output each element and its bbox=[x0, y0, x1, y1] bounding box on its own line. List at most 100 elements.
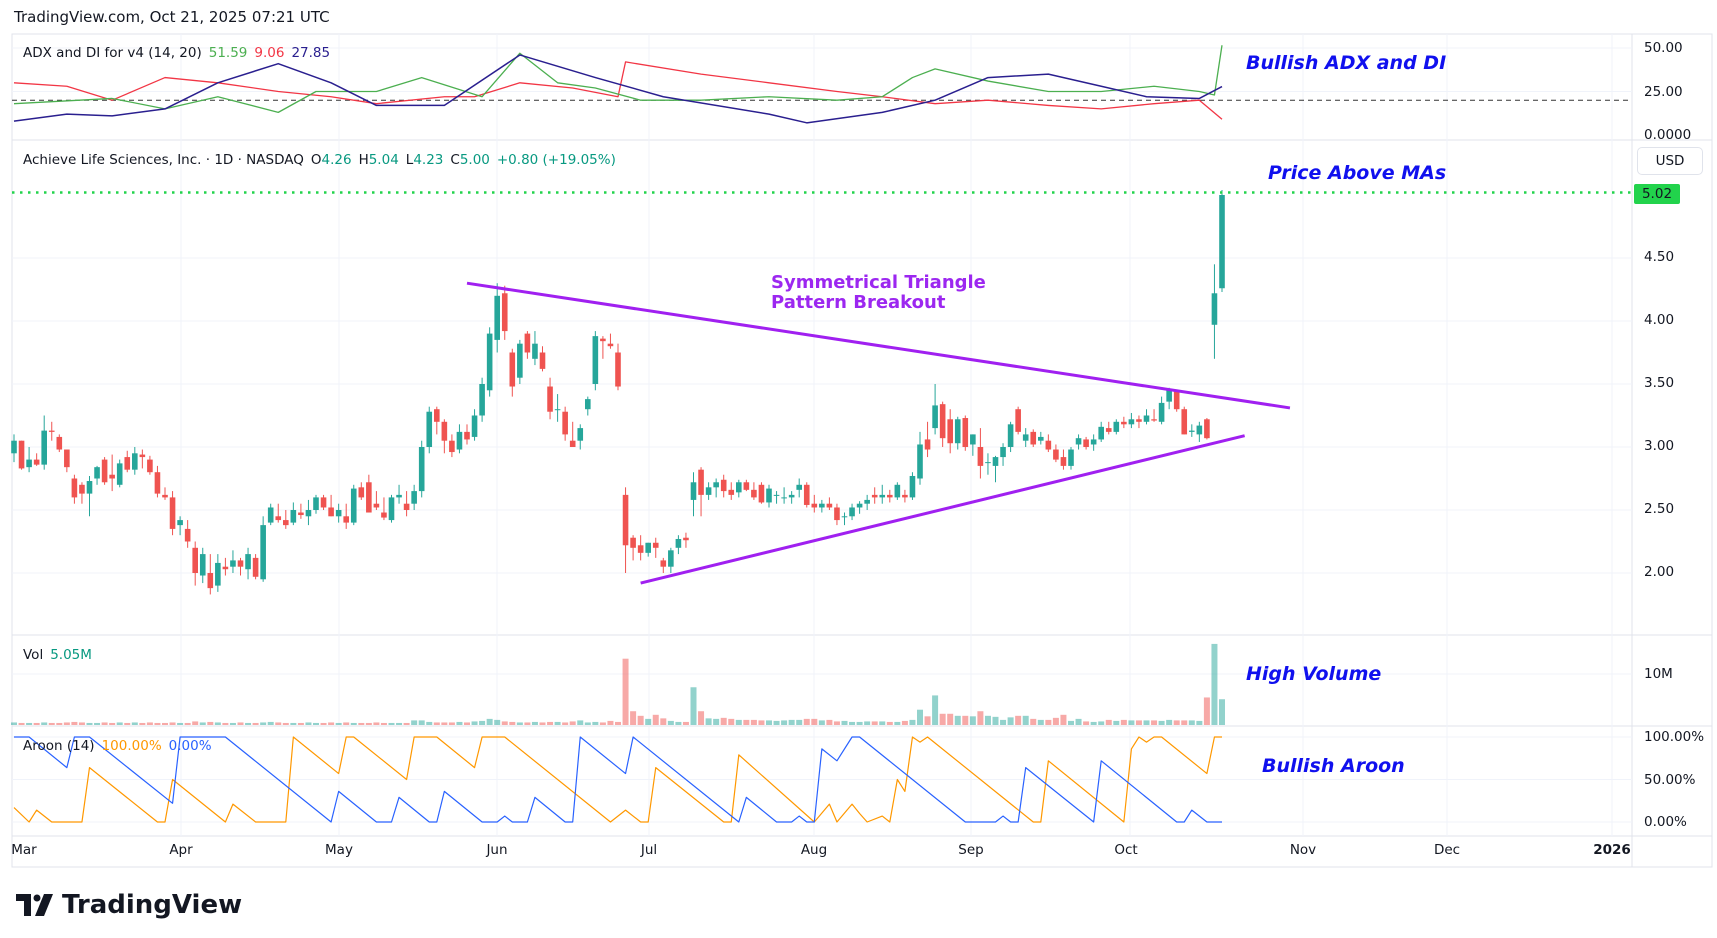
close-value: 5.00 bbox=[459, 152, 490, 168]
volume-bar bbox=[380, 722, 387, 725]
volume-bar bbox=[932, 695, 939, 725]
candle-body bbox=[1015, 409, 1021, 432]
aroon-pane-plot bbox=[13, 736, 1222, 823]
volume-bar bbox=[335, 722, 342, 725]
volume-bar bbox=[297, 722, 304, 725]
candle-body bbox=[464, 431, 470, 440]
volume-bar bbox=[1120, 719, 1127, 725]
candle-body bbox=[192, 547, 198, 573]
candle-body bbox=[403, 503, 410, 510]
aroon-axis-label: 50.00% bbox=[1644, 772, 1696, 788]
price-legend[interactable]: Achieve Life Sciences, Inc. · 1D · NASDA… bbox=[23, 152, 616, 168]
volume-bar bbox=[1173, 720, 1180, 725]
time-label: Nov bbox=[1289, 842, 1317, 858]
candle-body bbox=[245, 554, 251, 570]
time-label: Oct bbox=[1114, 842, 1138, 858]
candle-body bbox=[48, 430, 55, 432]
volume-bar bbox=[282, 722, 289, 725]
candle-body bbox=[109, 474, 115, 479]
candle-body bbox=[1181, 409, 1188, 435]
candle-body bbox=[781, 497, 787, 499]
candle-body bbox=[486, 333, 493, 391]
adx-legend[interactable]: ADX and DI for v4 (14, 20) 51.59 9.06 27… bbox=[23, 45, 330, 61]
candle-body bbox=[713, 482, 719, 488]
volume-bar bbox=[992, 716, 999, 725]
volume-bar bbox=[18, 722, 25, 725]
candle-body bbox=[909, 475, 916, 498]
candle-body bbox=[819, 503, 825, 508]
candle-body bbox=[320, 497, 327, 508]
candle-body bbox=[267, 507, 274, 523]
adx-axis-label: 0.0000 bbox=[1644, 127, 1692, 139]
candle-body bbox=[86, 481, 93, 494]
candle-body bbox=[509, 352, 516, 387]
candle-body bbox=[252, 557, 259, 577]
candle-body bbox=[116, 463, 123, 485]
time-label: Aug bbox=[800, 842, 828, 858]
volume-bar bbox=[841, 720, 848, 725]
volume-bar bbox=[728, 718, 735, 725]
plus-di-value: 51.59 bbox=[208, 45, 248, 61]
candle-body bbox=[758, 484, 765, 503]
candle-body bbox=[856, 503, 863, 508]
volume-bar bbox=[146, 722, 153, 725]
candle-body bbox=[887, 494, 893, 498]
price-pane-plot bbox=[11, 189, 1632, 595]
candle-body bbox=[1105, 428, 1112, 432]
volume-bar bbox=[1060, 714, 1067, 725]
currency-button[interactable]: USD bbox=[1637, 147, 1703, 175]
volume-bar bbox=[713, 718, 720, 725]
tradingview-logo[interactable]: TradingView bbox=[16, 890, 242, 920]
aroon-down-value: 0.00% bbox=[168, 738, 212, 754]
volume-value: 5.05M bbox=[50, 647, 92, 663]
volume-bar bbox=[350, 722, 357, 725]
volume-bar bbox=[698, 711, 705, 725]
volume-bar bbox=[947, 713, 954, 725]
candle-body bbox=[1022, 434, 1029, 441]
volume-bar bbox=[441, 722, 448, 725]
candle-body bbox=[434, 409, 440, 422]
low-value: 4.23 bbox=[413, 152, 444, 168]
candle-body bbox=[411, 491, 417, 504]
candle-body bbox=[547, 386, 553, 412]
volume-bar bbox=[720, 717, 727, 725]
candle-body bbox=[607, 343, 614, 347]
candle-body bbox=[222, 566, 229, 570]
aroon-legend[interactable]: Aroon (14) 100.00% 0.00% bbox=[23, 738, 212, 754]
candle-body bbox=[1090, 439, 1097, 445]
volume-bar bbox=[101, 722, 108, 725]
volume-bar bbox=[667, 720, 674, 725]
candle-body bbox=[305, 510, 312, 517]
volume-bar bbox=[803, 718, 810, 725]
volume-bar bbox=[1045, 719, 1052, 725]
volume-bar bbox=[1211, 643, 1218, 725]
candle-body bbox=[275, 516, 282, 521]
volume-bar bbox=[177, 722, 184, 725]
candle-body bbox=[796, 484, 802, 490]
candle-body bbox=[1158, 402, 1165, 422]
volume-bar bbox=[735, 719, 742, 725]
candle-body bbox=[184, 528, 191, 542]
minus-di-value: 9.06 bbox=[254, 45, 285, 61]
candle-body bbox=[343, 516, 349, 523]
candle-body bbox=[471, 415, 478, 437]
candle-body bbox=[101, 459, 108, 483]
volume-bar bbox=[260, 722, 267, 725]
volume-legend[interactable]: Vol 5.05M bbox=[23, 647, 92, 663]
volume-bar bbox=[1015, 715, 1022, 725]
candle-body bbox=[517, 343, 523, 378]
annotation-triangle-breakout: Symmetrical Triangle Pattern Breakout bbox=[771, 273, 986, 313]
price-axis-label: 2.50 bbox=[1644, 501, 1675, 517]
adx-pane-plot bbox=[12, 45, 1632, 124]
candle-body bbox=[1196, 425, 1203, 435]
candle-body bbox=[449, 440, 455, 453]
candle-body bbox=[441, 421, 448, 441]
candle-body bbox=[592, 336, 599, 384]
volume-bar bbox=[758, 720, 765, 725]
volume-bar bbox=[26, 722, 33, 725]
candle-body bbox=[751, 489, 757, 498]
volume-bar bbox=[1151, 720, 1158, 725]
candle-body bbox=[1113, 421, 1120, 432]
candle-body bbox=[381, 512, 387, 518]
